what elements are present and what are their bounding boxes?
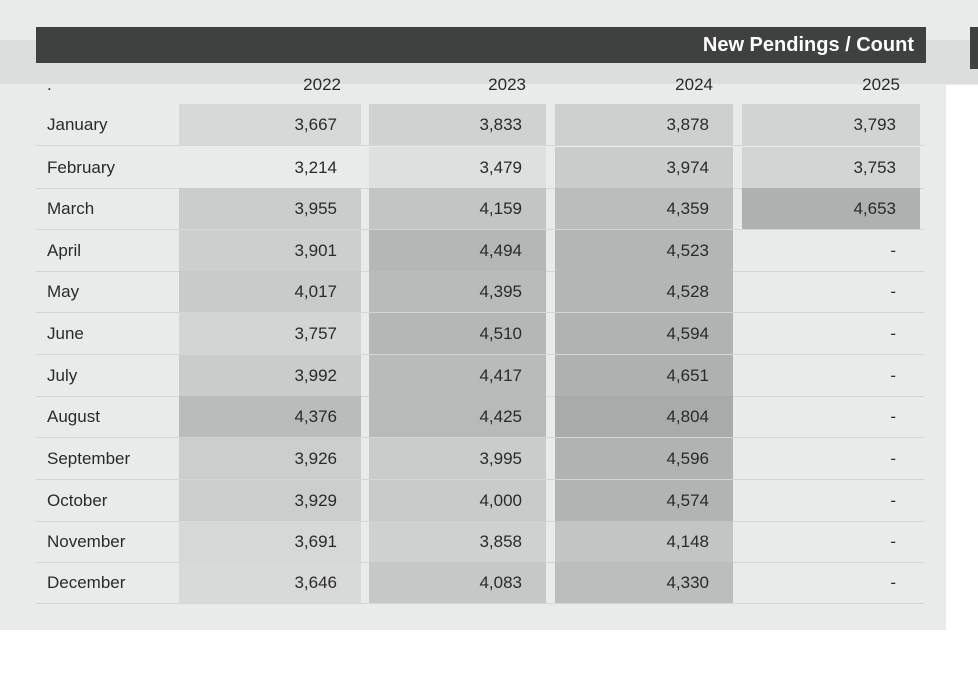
row-label-february: February	[47, 157, 116, 177]
column-header-2024[interactable]: 2024	[675, 74, 713, 94]
column-header-2023[interactable]: 2023	[488, 74, 526, 94]
value-cell[interactable]: 4,596	[555, 438, 733, 479]
value-cell[interactable]: -	[890, 240, 896, 260]
value-cell[interactable]: 4,330	[555, 562, 733, 603]
row-divider	[36, 312, 924, 313]
value-cell[interactable]: 4,494	[369, 230, 546, 271]
value-cell[interactable]: -	[890, 323, 896, 343]
value-cell[interactable]: 4,804	[555, 396, 733, 437]
value-cell[interactable]: 3,929	[179, 480, 361, 521]
row-label-december: December	[47, 572, 126, 592]
row-divider	[36, 145, 924, 146]
row-divider	[36, 437, 924, 438]
value-cell[interactable]: 4,376	[179, 396, 361, 437]
value-cell[interactable]: 4,574	[555, 480, 733, 521]
value-cell[interactable]: 4,653	[742, 188, 920, 229]
row-divider	[36, 603, 924, 604]
value-cell[interactable]: 4,510	[369, 313, 546, 354]
table-title: New Pendings / Count	[36, 27, 926, 63]
column-header-2025[interactable]: 2025	[862, 74, 900, 94]
value-cell[interactable]: 4,651	[555, 355, 733, 396]
value-cell[interactable]: 3,793	[742, 104, 920, 145]
value-cell[interactable]: 3,995	[369, 438, 546, 479]
value-cell[interactable]: 3,992	[179, 355, 361, 396]
row-divider	[36, 229, 924, 230]
value-cell[interactable]: -	[890, 448, 896, 468]
value-cell[interactable]: 3,926	[179, 438, 361, 479]
value-cell[interactable]: 3,901	[179, 230, 361, 271]
value-cell[interactable]: 4,159	[369, 188, 546, 229]
value-cell[interactable]: 3,479	[369, 147, 546, 188]
value-cell[interactable]: 4,148	[555, 521, 733, 562]
row-label-august: August	[47, 406, 100, 426]
value-cell[interactable]: -	[890, 281, 896, 301]
value-cell[interactable]: 4,000	[369, 480, 546, 521]
value-cell[interactable]: -	[890, 572, 896, 592]
column-header-2022[interactable]: 2022	[303, 74, 341, 94]
value-cell[interactable]: -	[890, 490, 896, 510]
row-label-march: March	[47, 198, 95, 218]
value-cell[interactable]: 4,594	[555, 313, 733, 354]
header-corner: .	[47, 74, 52, 94]
row-label-january: January	[47, 114, 108, 134]
row-label-april: April	[47, 240, 82, 260]
value-cell[interactable]: 4,523	[555, 230, 733, 271]
value-cell[interactable]: 4,417	[369, 355, 546, 396]
value-cell[interactable]: 4,395	[369, 271, 546, 312]
row-divider	[36, 479, 924, 480]
value-cell[interactable]: 3,646	[179, 562, 361, 603]
value-cell[interactable]: 3,691	[179, 521, 361, 562]
row-label-may: May	[47, 281, 80, 301]
value-cell[interactable]: 3,955	[179, 188, 361, 229]
row-label-october: October	[47, 490, 108, 510]
value-cell[interactable]: 4,528	[555, 271, 733, 312]
row-label-july: July	[47, 365, 78, 385]
value-cell[interactable]: 3,667	[179, 104, 361, 145]
value-cell[interactable]: 4,017	[179, 271, 361, 312]
value-cell[interactable]: 3,833	[369, 104, 546, 145]
value-cell[interactable]: 3,753	[742, 147, 920, 188]
row-divider	[36, 354, 924, 355]
value-cell[interactable]: -	[890, 406, 896, 426]
value-cell[interactable]: -	[890, 365, 896, 385]
row-label-november: November	[47, 531, 126, 551]
value-cell[interactable]: 3,757	[179, 313, 361, 354]
value-cell[interactable]: -	[890, 531, 896, 551]
value-cell[interactable]: 3,214	[179, 147, 361, 188]
value-cell[interactable]: 3,974	[555, 147, 733, 188]
value-cell[interactable]: 4,083	[369, 562, 546, 603]
value-cell[interactable]: 4,359	[555, 188, 733, 229]
edge-marker	[970, 27, 978, 69]
row-label-june: June	[47, 323, 84, 343]
value-cell[interactable]: 4,425	[369, 396, 546, 437]
value-cell[interactable]: 3,878	[555, 104, 733, 145]
pendings-table: . 2022 2023 2024 2025 January 3,667 3,833 3,878 3…	[36, 0, 924, 687]
row-label-september: September	[47, 448, 131, 468]
value-cell[interactable]: 3,858	[369, 521, 546, 562]
